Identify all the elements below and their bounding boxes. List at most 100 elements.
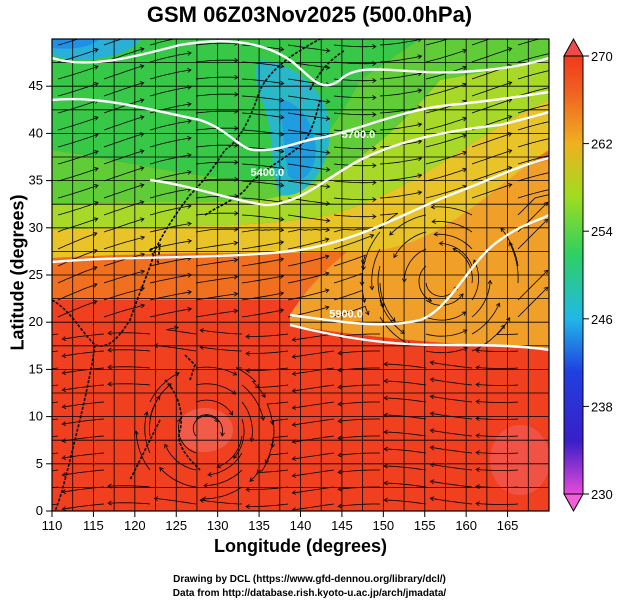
streamline	[517, 189, 549, 199]
streamline-arrow	[220, 432, 226, 437]
streamline-arrow	[233, 257, 239, 263]
streamline	[103, 133, 144, 148]
streamline-arrow	[107, 347, 112, 353]
streamline-arrow	[279, 80, 285, 86]
streamline-arrow	[372, 112, 377, 118]
streamline	[475, 469, 519, 471]
streamline	[287, 44, 330, 52]
streamline-arrow	[508, 241, 513, 247]
chart-title: GSM 06Z03Nov2025 (500.0hPa)	[146, 2, 473, 27]
streamline-arrow	[279, 114, 285, 120]
streamline	[246, 350, 289, 354]
streamline	[384, 397, 427, 403]
streamline	[235, 367, 260, 389]
streamline	[57, 249, 98, 267]
streamline-arrow	[475, 416, 480, 422]
streamline	[338, 503, 380, 507]
streamline-arrow	[507, 166, 513, 171]
streamline	[475, 452, 519, 454]
streamline-arrow	[433, 231, 438, 237]
streamline-arrow	[279, 46, 285, 52]
streamline-arrow	[245, 487, 250, 492]
streamline-arrow	[245, 504, 250, 509]
streamline	[287, 146, 330, 154]
streamline	[149, 137, 192, 148]
streamline	[333, 234, 374, 250]
streamline	[379, 191, 422, 199]
streamline-arrow	[291, 490, 297, 495]
streamline-arrow	[233, 308, 239, 314]
streamline	[57, 201, 99, 216]
streamline	[178, 418, 197, 454]
streamline-arrow	[16, 473, 20, 477]
streamline-arrow	[279, 240, 285, 245]
streamline-arrow	[234, 159, 239, 165]
streamline-arrow	[159, 467, 164, 472]
streamline	[149, 372, 180, 403]
x-tick-label: 160	[455, 518, 477, 533]
streamline-arrow	[261, 393, 266, 398]
streamline	[475, 350, 519, 352]
streamline	[287, 214, 330, 222]
streamline	[333, 146, 376, 150]
streamline-arrow	[249, 477, 254, 482]
colorbar-top-arrow	[563, 37, 584, 57]
streamline	[57, 82, 99, 97]
streamline-arrow	[187, 289, 192, 295]
streamline-arrow	[187, 306, 192, 312]
streamline-arrow	[475, 433, 480, 439]
streamline	[425, 347, 468, 354]
streamline-arrow	[139, 200, 145, 205]
streamline	[195, 366, 237, 376]
streamline	[62, 367, 105, 374]
streamline-arrow	[228, 410, 234, 416]
streamline	[241, 401, 253, 442]
streamline-arrow	[337, 435, 342, 441]
streamline-arrow	[383, 395, 388, 401]
streamline	[195, 76, 238, 80]
streamline-arrow	[92, 300, 98, 305]
streamline	[430, 480, 473, 488]
streamline	[256, 452, 289, 474]
streamline	[200, 329, 243, 335]
streamline-arrow	[430, 204, 436, 210]
streamline	[362, 231, 381, 270]
streamline-arrow	[234, 91, 239, 97]
streamline	[149, 69, 192, 80]
streamline	[241, 214, 284, 220]
streamline-arrow	[139, 81, 145, 86]
streamline	[292, 486, 335, 494]
streamline-arrow	[417, 54, 423, 60]
streamline-arrow	[234, 210, 239, 216]
streamline	[287, 180, 330, 188]
streamline-arrow	[429, 377, 435, 383]
streamline-arrow	[139, 217, 145, 222]
streamline-arrow	[279, 182, 285, 188]
streamline-arrow	[372, 214, 377, 220]
streamline	[517, 172, 549, 182]
streamline	[241, 112, 284, 118]
streamline-arrow	[555, 169, 559, 173]
streamline-arrow	[234, 57, 239, 63]
streamline-arrow	[270, 443, 276, 449]
streamline	[107, 383, 151, 386]
streamline-arrow	[234, 142, 239, 148]
streamline-arrow	[555, 118, 559, 122]
streamline-arrow	[16, 490, 20, 494]
streamline-arrow	[94, 184, 99, 189]
streamline	[287, 163, 330, 171]
streamline	[202, 486, 243, 500]
streamline-arrow	[325, 184, 331, 189]
streamline-arrow	[164, 443, 169, 449]
colorbar-tick-label: 270	[591, 49, 613, 64]
streamline-arrow	[393, 253, 398, 259]
lat-lon-grid	[51, 38, 550, 512]
streamline	[107, 485, 151, 488]
streamline	[246, 503, 289, 507]
streamline-arrow	[324, 305, 330, 311]
streamline	[292, 401, 335, 409]
streamline-arrow	[279, 97, 285, 103]
streamline	[241, 258, 284, 267]
streamline	[62, 503, 105, 510]
streamline	[430, 463, 473, 471]
